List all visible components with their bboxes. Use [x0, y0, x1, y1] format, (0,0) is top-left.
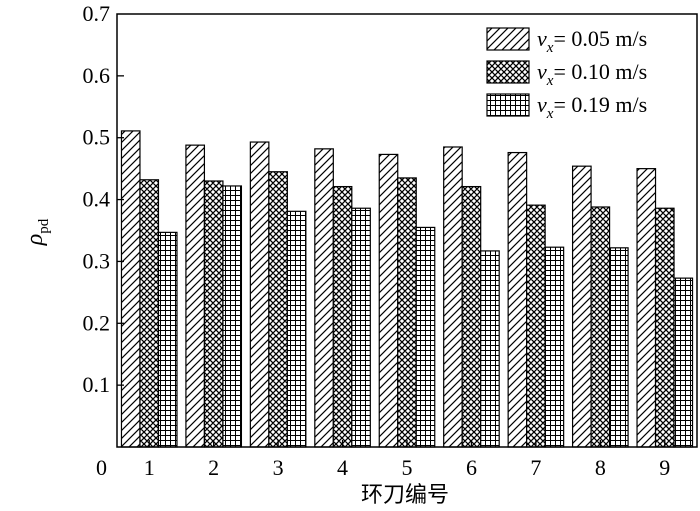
y-tick-label: 0.2 [83, 310, 111, 335]
y-tick-label: 0.7 [83, 1, 111, 26]
legend-label-series3: vx= 0.19 m/s [537, 92, 647, 122]
x-tick-label: 2 [208, 455, 219, 480]
bar-series1-cat4 [314, 148, 334, 448]
bar-series3-cat4 [351, 207, 371, 448]
bar-series3-cat2 [222, 185, 243, 448]
bar-series3-cat8 [608, 247, 629, 448]
svg-text:ρpd: ρpd [22, 218, 52, 246]
bar-series1-cat5 [378, 153, 399, 448]
legend-label-series2: vx= 0.10 m/s [537, 59, 647, 89]
y-axis-label-subscript: pd [36, 218, 52, 234]
legend-label-series1: vx= 0.05 m/s [537, 26, 647, 56]
legend: vx= 0.05 m/svx= 0.10 m/svx= 0.19 m/s [486, 26, 647, 122]
x-tick-label: 7 [530, 455, 541, 480]
y-tick-label: 0.6 [83, 63, 111, 88]
bar-series1-cat9 [636, 168, 657, 448]
bar-series2-cat4 [332, 185, 353, 448]
bar-series3-cat9 [673, 277, 694, 448]
y-tick-label: 0.5 [83, 125, 111, 150]
bar-series2-cat7 [526, 204, 546, 448]
x-axis-ticks: 1 2 3 4 5 6 7 8 9 [144, 440, 670, 480]
bar-series3-cat6 [480, 250, 500, 448]
bar-series1-cat7 [507, 151, 528, 448]
bar-series1-cat1 [120, 130, 141, 448]
y-tick-label: 0.3 [83, 248, 111, 273]
y-axis-label: ρpd [22, 218, 52, 246]
bars-group [120, 130, 694, 448]
bar-series2-cat6 [461, 185, 482, 448]
bar-series2-cat9 [654, 207, 675, 448]
y-tick-label: 0.4 [83, 187, 111, 212]
y-axis-label-symbol: ρ [22, 234, 48, 247]
x-tick-label: 5 [402, 455, 413, 480]
bar-series1-cat2 [185, 144, 206, 448]
x-tick-label: 4 [337, 455, 348, 480]
bar-series1-cat6 [443, 146, 463, 448]
x-tick-label: 6 [466, 455, 477, 480]
legend-swatch-series1 [486, 27, 530, 51]
bar-series3-cat5 [415, 226, 436, 448]
y-tick-label: 0.1 [83, 372, 111, 397]
bar-series2-cat8 [590, 206, 611, 448]
bar-series3-cat1 [157, 231, 178, 448]
legend-swatch-series2 [486, 60, 530, 84]
y-tick-label: 0 [96, 455, 107, 480]
bar-series3-cat7 [544, 246, 565, 448]
bar-series2-cat3 [268, 171, 288, 448]
bar-series1-cat3 [249, 141, 270, 448]
bar-series3-cat3 [286, 210, 307, 448]
x-tick-label: 3 [273, 455, 284, 480]
bar-series2-cat2 [203, 180, 224, 448]
bar-series1-cat8 [571, 165, 592, 448]
x-tick-label: 8 [595, 455, 606, 480]
x-tick-label: 9 [659, 455, 670, 480]
bar-series2-cat1 [139, 179, 160, 448]
legend-swatch-series3 [486, 93, 530, 117]
y-axis-ticks: 0 0.1 0.2 0.3 0.4 0.5 0.6 0.7 [83, 1, 124, 480]
x-tick-label: 1 [144, 455, 155, 480]
bar-series2-cat5 [397, 177, 417, 448]
x-axis-label: 环刀编号 [361, 483, 449, 508]
